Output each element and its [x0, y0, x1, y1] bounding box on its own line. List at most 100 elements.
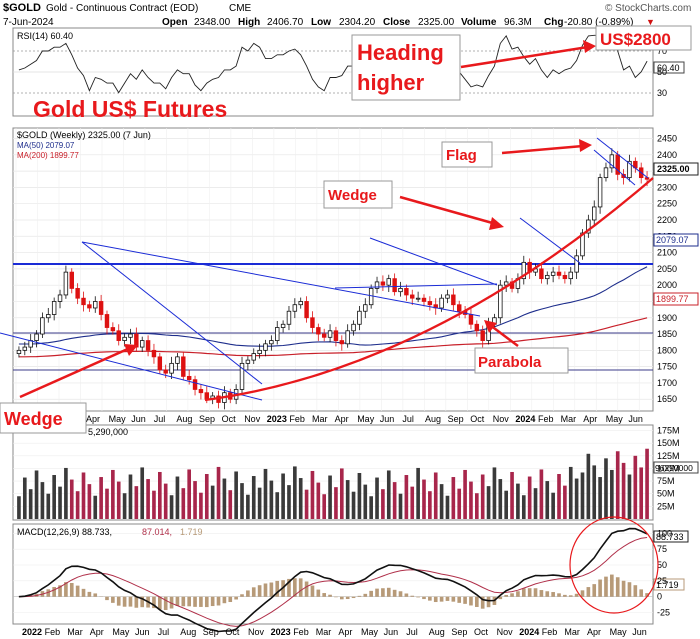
wedge-top-arrow: [399, 195, 497, 226]
close-value: 2325.00: [418, 17, 455, 28]
candle-body: [40, 317, 45, 335]
high-value: 2406.70: [267, 17, 304, 28]
candle-body: [474, 323, 480, 332]
time-axis-label-lower: Apr: [90, 627, 104, 637]
ma200-legend: MA(200) 1899.77: [17, 151, 79, 160]
trendlines: [0, 137, 649, 401]
us2800-text: US$2800: [600, 30, 671, 49]
volume-bar: [234, 471, 238, 519]
candle-body: [445, 294, 450, 299]
volume-bar: [627, 474, 632, 519]
candle-body: [386, 278, 391, 286]
macd-badge: [653, 530, 689, 543]
macd-hist-bar: [504, 594, 508, 597]
volume-bar: [69, 479, 74, 519]
macd-axis-tick: -25: [657, 608, 670, 618]
candle-body: [498, 284, 503, 319]
volume-axis-tick: 150M: [657, 438, 680, 448]
time-axis-label: Jun: [380, 414, 395, 424]
macd-highlight-circle: [569, 516, 659, 614]
macd-hist-bar: [533, 588, 538, 597]
macd-hist-bar: [386, 587, 391, 597]
candle-body: [280, 323, 286, 328]
candle-body: [621, 173, 626, 179]
time-axis-label: May: [109, 414, 127, 424]
volume-bar: [645, 448, 649, 519]
macd-hist-bar: [351, 596, 356, 599]
candle-body: [627, 160, 632, 179]
macd-hist-bar: [163, 596, 168, 611]
volume-bar: [504, 490, 508, 519]
volume-bar: [375, 477, 379, 519]
macd-hist-bar: [621, 580, 626, 597]
macd-hist-bar: [298, 578, 303, 597]
volume-bar: [604, 458, 608, 519]
time-axis-label-lower: Apr: [338, 627, 352, 637]
volume-bar: [281, 473, 285, 519]
macd-legend-hist: 1.719: [180, 527, 203, 537]
macd-hist-bar: [345, 596, 350, 600]
volume-bar: [369, 496, 373, 519]
time-axis-label: Oct: [470, 414, 485, 424]
time-axis-label-lower: May: [361, 627, 379, 637]
time-axis-label-lower: May: [610, 627, 628, 637]
macd-hist-bar: [316, 589, 321, 597]
volume-bar: [445, 495, 450, 519]
macd-hist-bar: [521, 588, 526, 597]
volume-bar: [533, 488, 538, 519]
volume-bar: [228, 490, 233, 519]
candle-body: [545, 274, 550, 280]
chart-title-annotation: Gold US$ Futures: [33, 96, 227, 122]
candle-body: [157, 356, 163, 371]
macd-hist-bar: [199, 596, 203, 607]
price-axis-tick: 2200: [657, 215, 677, 225]
macd-legend-macd: MACD(12,26,9) 88.733,: [17, 527, 112, 537]
volume-legend: 5,290,000: [88, 427, 128, 437]
volume-bar: [158, 471, 162, 519]
volume-bar: [551, 492, 555, 519]
candle-body: [128, 333, 133, 338]
time-axis-label-lower: Jun: [632, 627, 647, 637]
time-axis-label: 2024: [515, 414, 535, 424]
price-axis-tick: 2100: [657, 248, 677, 258]
macd-hist-bar: [140, 596, 145, 608]
time-axis-label: Jul: [154, 414, 166, 424]
volume-bar: [122, 493, 127, 519]
macd-hist-bar: [398, 591, 403, 597]
macd-hist-bar: [580, 590, 585, 597]
volume-bar: [263, 468, 268, 519]
candle-body: [134, 333, 139, 348]
candle-body: [345, 330, 350, 345]
macd-hist-bar: [568, 595, 573, 597]
macd-hist-bar: [240, 594, 244, 597]
volume-bar: [469, 481, 473, 519]
wedge-upper-line-2023: [81, 241, 481, 317]
volume-bar: [287, 485, 291, 519]
macd-panel-frame: [12, 523, 654, 625]
candle-body: [245, 359, 251, 364]
time-axis-label: Apr: [583, 414, 597, 424]
macd-hist-bar: [175, 596, 180, 607]
price-badge-text: 2325.00: [657, 164, 690, 174]
macd-hist-bar: [392, 589, 397, 597]
candle-body: [181, 356, 186, 377]
volume-bar: [222, 478, 227, 519]
macd-hist-bar: [204, 596, 209, 608]
volume-bar: [111, 469, 115, 519]
volume-bar: [557, 474, 561, 519]
rsi-legend: RSI(14) 60.40: [17, 31, 73, 41]
candle-body: [81, 297, 86, 306]
volume-badge: [653, 461, 699, 474]
candle-body: [316, 327, 321, 335]
rsi-axis-tick: 30: [657, 88, 667, 98]
volume-bar: [187, 469, 191, 519]
volume-bar: [116, 481, 121, 519]
macd-hist-bar: [322, 593, 327, 597]
volume-bar: [363, 484, 368, 519]
volume-bar: [392, 482, 397, 519]
macd-hist-bar: [510, 593, 514, 597]
candle-body: [93, 301, 98, 309]
macd-hist-bar: [516, 591, 520, 597]
candle-body: [198, 389, 204, 394]
volume-bar: [592, 465, 597, 519]
